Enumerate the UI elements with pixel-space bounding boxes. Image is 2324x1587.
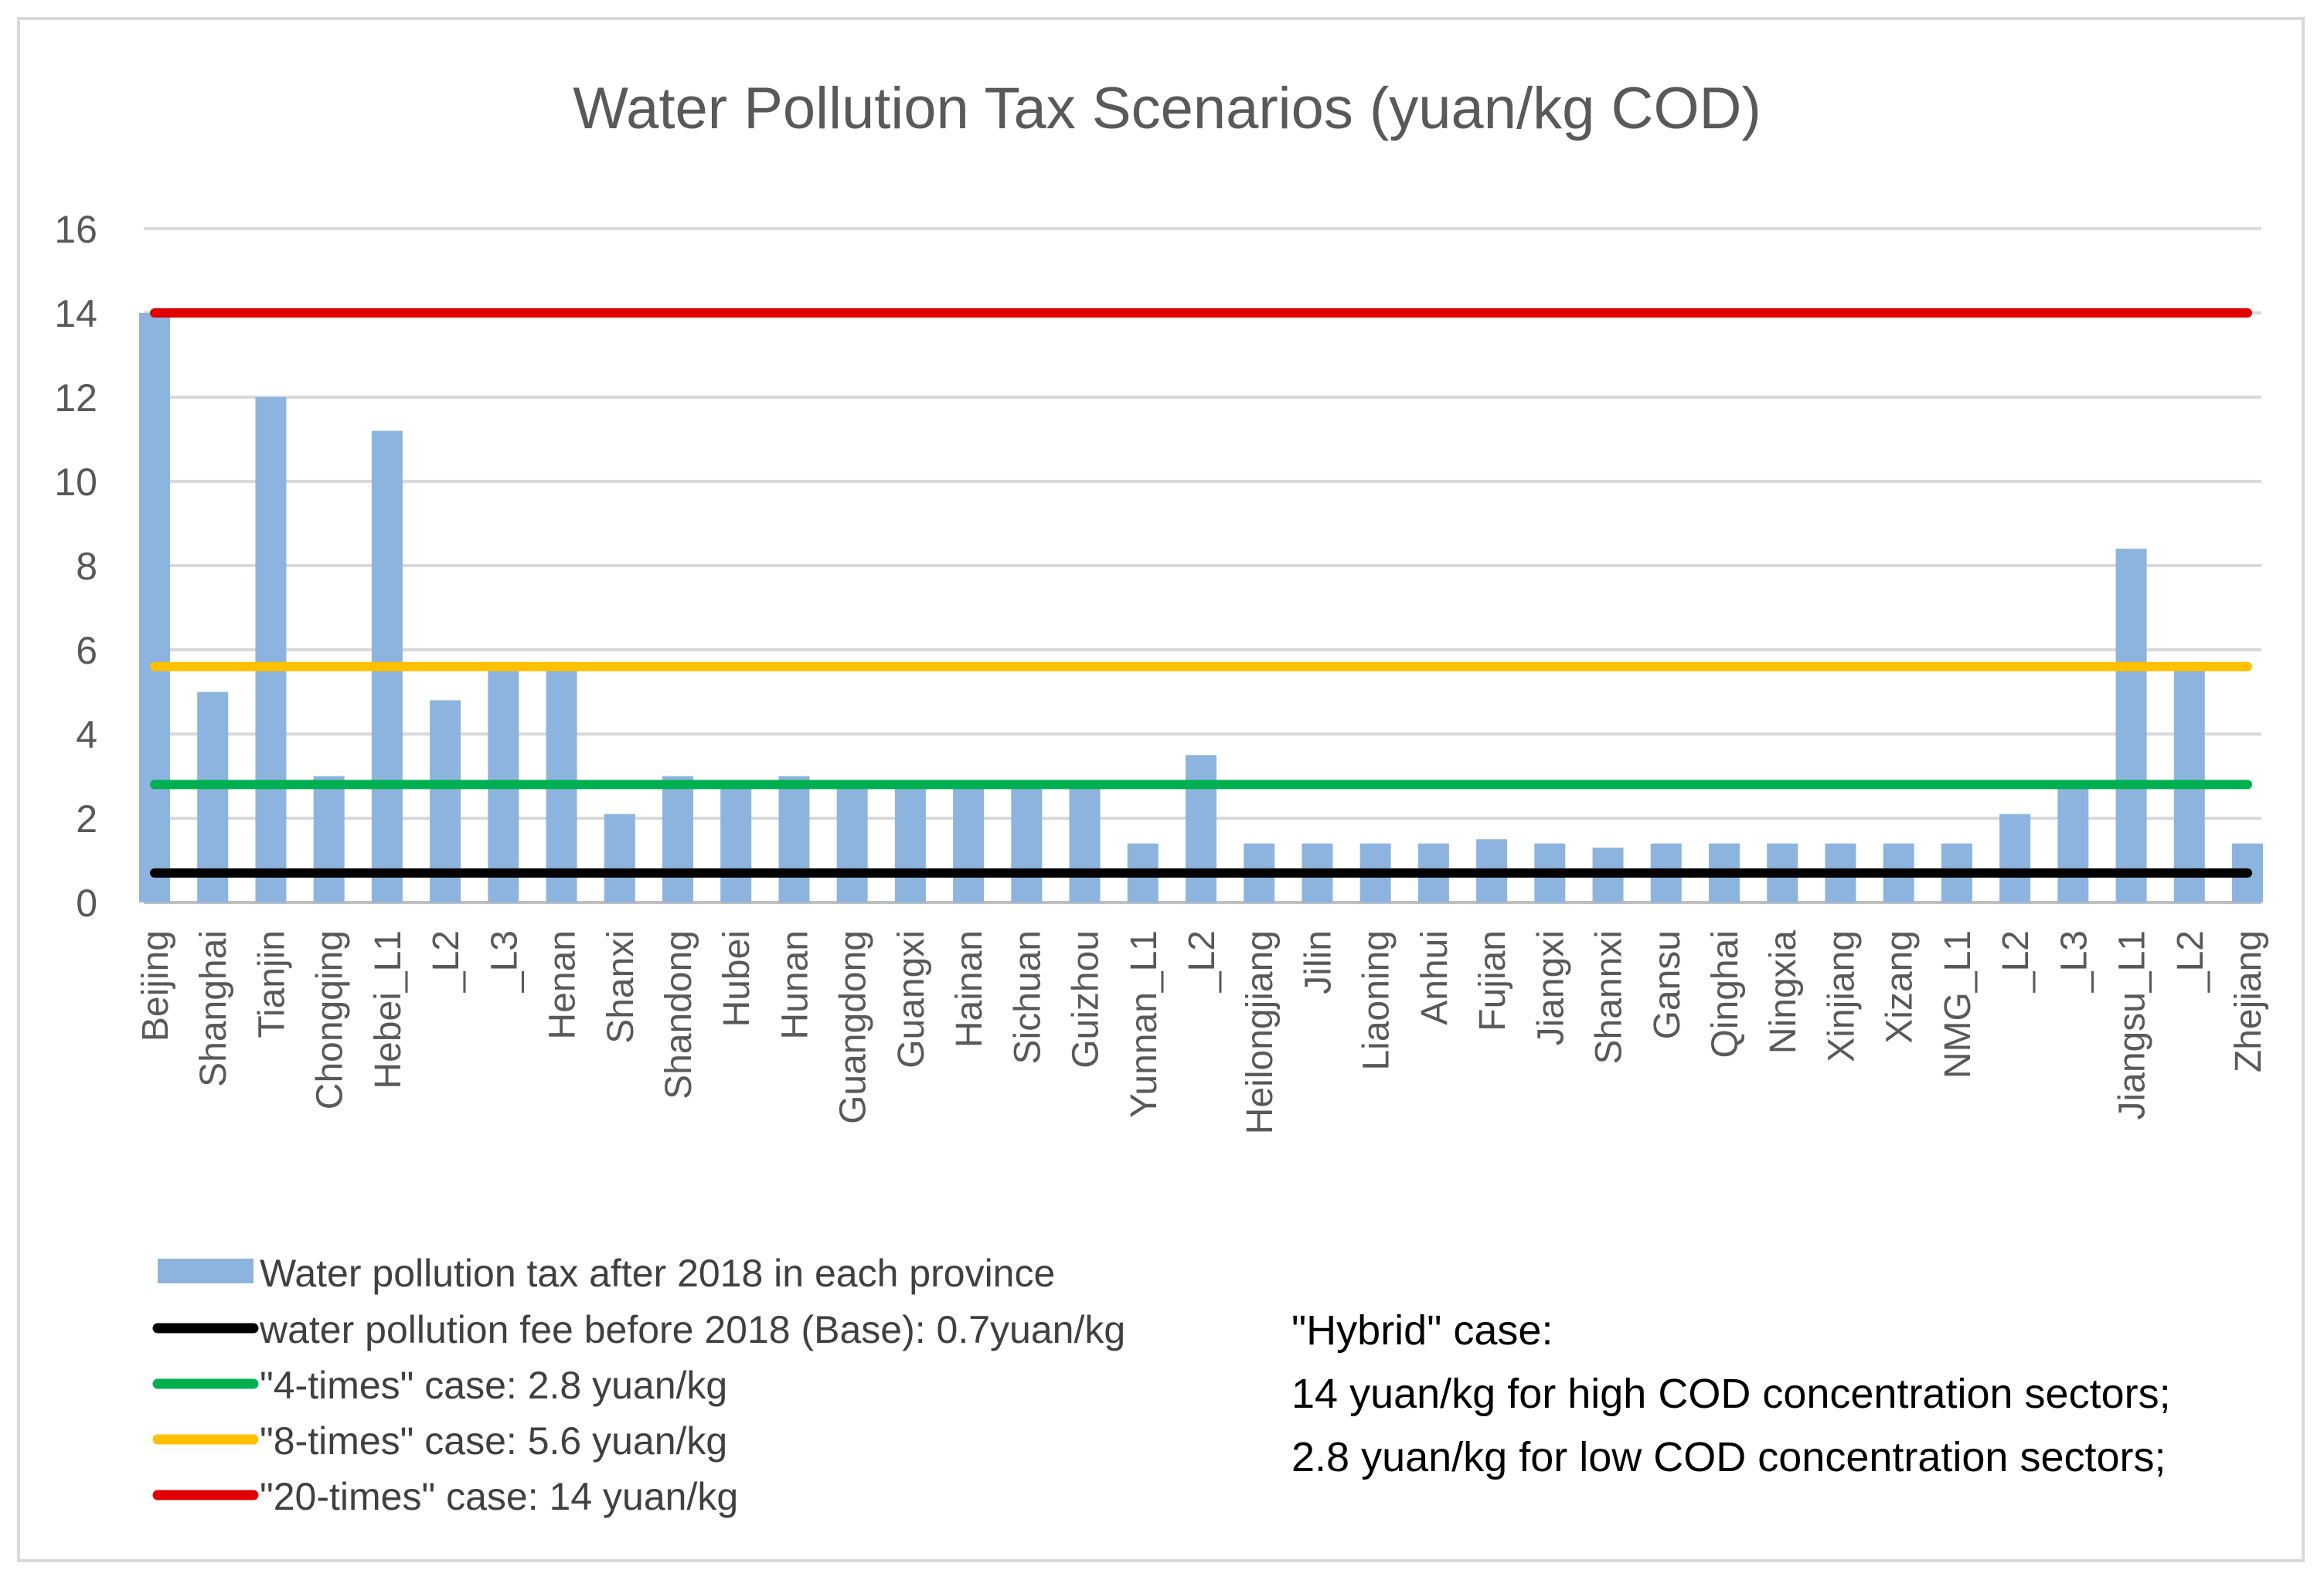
bar [894,784,926,902]
x-category-label: Guizhou [1066,930,1107,1069]
legend-label: "20-times" case: 14 yuan/kg [260,1475,738,1518]
x-category-label: Hainan [949,930,990,1048]
bar [2115,549,2147,902]
x-category-label: _L2 [1996,930,2036,993]
y-axis-ticks: 0 2 4 6 8 10 12 14 16 [54,208,97,925]
x-category-label: Qinghai [1705,930,1746,1058]
bar [139,313,170,902]
x-category-label: Gansu [1647,930,1688,1039]
chart-canvas: Water Pollution Tax Scenarios (yuan/kg C… [54,76,2269,1518]
x-category-label: Jiangxi [1530,930,1571,1045]
x-category-label: Zhejiang [2228,930,2269,1072]
bar [1011,784,1043,902]
x-category-label: Beijing [135,930,176,1042]
x-category-label: Yunnan_L1 [1124,930,1165,1118]
bar [255,397,287,902]
bar [836,784,868,902]
y-tick-label: 2 [76,797,97,841]
legend-swatch-bar [158,1259,253,1283]
bar [662,776,693,902]
chart-title: Water Pollution Tax Scenarios (yuan/kg C… [573,76,1761,141]
y-tick-label: 0 [76,882,97,925]
x-category-label: _L2 [1182,930,1223,993]
x-category-label: NMG_L1 [1938,930,1979,1079]
bar [1186,755,1216,902]
legend-label: "4-times" case: 2.8 yuan/kg [260,1364,727,1407]
x-category-label: Chongqing [310,930,351,1110]
x-category-label: Henan [543,930,584,1039]
bar [2057,784,2089,902]
x-category-label: Jilin [1298,930,1339,994]
bar [604,814,635,902]
x-category-label: Shanghai [193,930,234,1087]
chart-frame: Water Pollution Tax Scenarios (yuan/kg C… [17,17,2305,1562]
x-category-label: Xinjiang [1821,930,1862,1062]
x-axis-categories: Beijing Shanghai Tianjin Chongqing Hebei_L1 _… [135,930,2269,1134]
hybrid-case-annotation: "Hybrid" case: 14 yuan/kg for high COD c… [1291,1299,2312,1489]
legend: Water pollution tax after 2018 in each p… [152,1252,1125,1518]
x-category-label: Tianjin [251,930,292,1038]
y-tick-label: 10 [54,460,97,504]
x-category-label: Guangdong [833,930,874,1124]
x-category-label: _L2 [426,930,467,993]
annotation-line: "Hybrid" case: [1291,1307,1553,1354]
x-category-label: Hubei [716,930,757,1027]
x-category-label: _L2 [2170,930,2211,993]
x-category-label: _L3 [2053,930,2094,993]
x-category-label: Anhui [1414,930,1455,1025]
legend-label: water pollution fee before 2018 (Base): … [259,1308,1125,1351]
bar [197,692,229,902]
bar [1069,784,1101,902]
y-tick-label: 16 [54,208,97,251]
x-category-label: Fujian [1472,930,1513,1031]
bar [1999,814,2031,902]
annotation-line: 14 yuan/kg for high COD concentration se… [1291,1371,2171,1417]
x-category-label: Liaoning [1356,930,1397,1071]
bar [953,784,985,902]
x-category-label: Shanxi [601,930,641,1044]
y-tick-label: 6 [76,629,97,672]
x-category-label: Jiangsu_L1 [2112,930,2153,1120]
x-category-label: Heilongjiang [1240,930,1281,1134]
x-category-label: Guangxi [891,930,932,1069]
y-tick-label: 14 [54,292,97,335]
x-category-label: Xizang [1880,930,1921,1044]
x-category-label: Shannxi [1589,930,1630,1064]
legend-label: "8-times" case: 5.6 yuan/kg [260,1419,727,1463]
bar [778,776,810,902]
x-category-label: Sichuan [1007,930,1048,1064]
bar [720,784,752,902]
x-category-label: Hunan [774,930,815,1039]
y-tick-label: 12 [54,376,97,420]
y-tick-label: 4 [76,713,97,756]
reference-lines [150,308,2252,878]
x-category-label: Hebei_L1 [368,930,409,1089]
x-category-label: Ningxia [1763,930,1804,1054]
x-category-label: Shandong [658,930,699,1099]
bar-series [139,313,2263,902]
y-tick-label: 8 [76,545,97,588]
x-category-label: _L3 [484,930,525,993]
bar [313,776,345,902]
annotation-line: 2.8 yuan/kg for low COD concentration se… [1291,1434,2166,1480]
legend-label: Water pollution tax after 2018 in each p… [260,1252,1055,1295]
